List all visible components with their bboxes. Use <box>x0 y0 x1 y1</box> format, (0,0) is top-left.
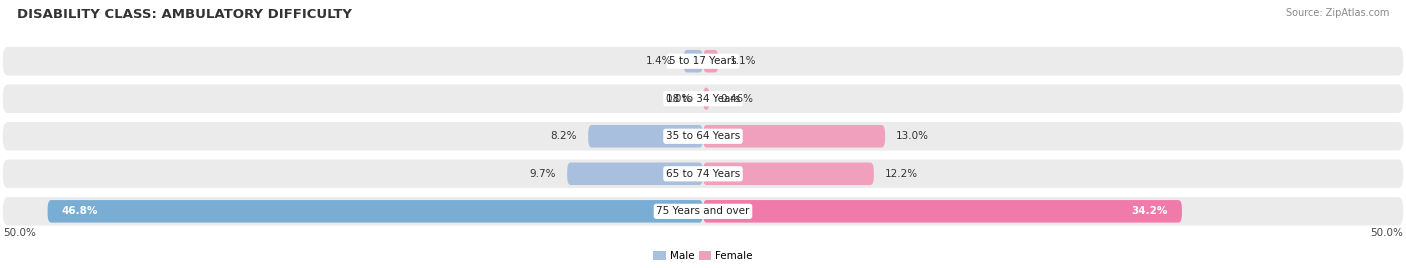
Text: 5 to 17 Years: 5 to 17 Years <box>669 56 737 66</box>
Text: 1.1%: 1.1% <box>730 56 756 66</box>
Legend: Male, Female: Male, Female <box>650 247 756 265</box>
FancyBboxPatch shape <box>683 50 703 72</box>
FancyBboxPatch shape <box>588 125 703 147</box>
FancyBboxPatch shape <box>703 162 875 185</box>
FancyBboxPatch shape <box>3 122 1403 151</box>
Text: 35 to 64 Years: 35 to 64 Years <box>666 131 740 141</box>
FancyBboxPatch shape <box>3 84 1403 113</box>
Text: 8.2%: 8.2% <box>551 131 576 141</box>
FancyBboxPatch shape <box>567 162 703 185</box>
Text: 1.4%: 1.4% <box>645 56 672 66</box>
Text: 46.8%: 46.8% <box>62 206 98 216</box>
Text: DISABILITY CLASS: AMBULATORY DIFFICULTY: DISABILITY CLASS: AMBULATORY DIFFICULTY <box>17 8 352 21</box>
Text: 13.0%: 13.0% <box>896 131 929 141</box>
FancyBboxPatch shape <box>703 200 1182 223</box>
Text: 50.0%: 50.0% <box>1371 228 1403 238</box>
FancyBboxPatch shape <box>703 87 710 110</box>
Text: 50.0%: 50.0% <box>3 228 35 238</box>
Text: 18 to 34 Years: 18 to 34 Years <box>666 94 740 104</box>
FancyBboxPatch shape <box>703 125 884 147</box>
Text: 0.0%: 0.0% <box>665 94 692 104</box>
Text: 75 Years and over: 75 Years and over <box>657 206 749 216</box>
FancyBboxPatch shape <box>3 159 1403 188</box>
Text: 65 to 74 Years: 65 to 74 Years <box>666 169 740 179</box>
Text: 9.7%: 9.7% <box>530 169 555 179</box>
FancyBboxPatch shape <box>3 47 1403 76</box>
Text: 12.2%: 12.2% <box>884 169 918 179</box>
Text: Source: ZipAtlas.com: Source: ZipAtlas.com <box>1285 8 1389 18</box>
FancyBboxPatch shape <box>703 50 718 72</box>
FancyBboxPatch shape <box>3 197 1403 226</box>
FancyBboxPatch shape <box>48 200 703 223</box>
Text: 34.2%: 34.2% <box>1132 206 1168 216</box>
Text: 0.46%: 0.46% <box>721 94 754 104</box>
